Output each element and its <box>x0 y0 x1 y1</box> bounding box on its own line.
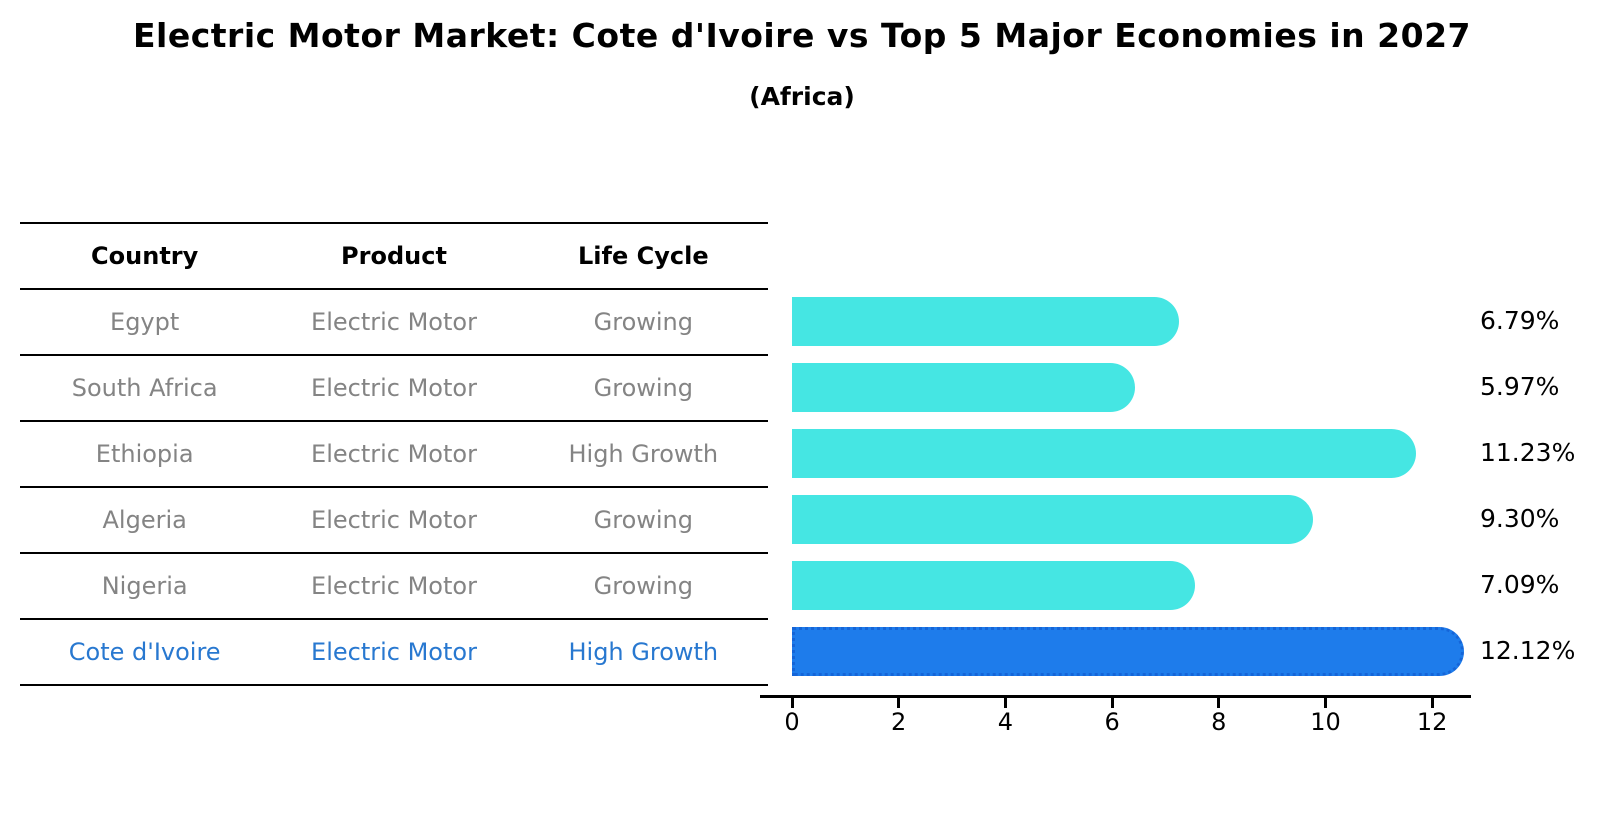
chart-title: Electric Motor Market: Cote d'Ivoire vs … <box>132 16 1472 55</box>
table-row-egypt: Egypt Electric Motor Growing <box>20 290 768 356</box>
cell-product: Electric Motor <box>311 440 477 468</box>
x-axis-tick <box>1430 698 1434 708</box>
bar-nigeria <box>792 560 1196 610</box>
bar-row <box>792 618 1464 684</box>
bar-value-label: 5.97% <box>1480 372 1560 401</box>
x-axis-tick <box>897 698 901 708</box>
x-axis-tick <box>1217 698 1221 708</box>
bar-chart <box>792 288 1464 684</box>
table-row-ethiopia: Ethiopia Electric Motor High Growth <box>20 422 768 488</box>
cell-country: South Africa <box>71 374 218 402</box>
value-labels: 6.79% 5.97% 11.23% 9.30% 7.09% 12.12% <box>1480 288 1575 684</box>
column-header-life-cycle: Life Cycle <box>578 242 709 270</box>
x-axis-tick-label: 6 <box>1104 708 1120 736</box>
bar-value-label: 12.12% <box>1480 636 1576 665</box>
cell-product: Electric Motor <box>311 638 477 666</box>
cell-life-cycle: Growing <box>593 506 693 534</box>
x-axis-tick-label: 12 <box>1416 708 1448 736</box>
cell-country: Egypt <box>110 308 180 336</box>
x-axis-tick-label: 4 <box>997 708 1014 736</box>
bar-egypt <box>792 296 1180 346</box>
bar-row <box>792 288 1464 354</box>
table-row-south-africa: South Africa Electric Motor Growing <box>20 356 768 422</box>
x-axis-line <box>760 695 1471 698</box>
bar-south-africa <box>792 362 1136 412</box>
chart-subtitle: (Africa) <box>749 82 855 111</box>
table-row-cote-d-ivoire: Cote d'Ivoire Electric Motor High Growth <box>20 620 768 686</box>
bar-algeria <box>792 494 1314 544</box>
cell-life-cycle: High Growth <box>568 440 719 468</box>
bar-row <box>792 354 1464 420</box>
cell-product: Electric Motor <box>311 308 477 336</box>
x-axis-tick <box>1324 698 1327 708</box>
column-header-product: Product <box>341 242 447 270</box>
x-axis-tick <box>1110 698 1114 708</box>
bar-row <box>792 552 1464 618</box>
bar-cote-d-ivoire <box>792 626 1464 676</box>
cell-life-cycle: High Growth <box>568 638 719 666</box>
bar-value-label: 9.30% <box>1480 504 1560 533</box>
x-axis-tick-label: 0 <box>784 708 800 736</box>
x-axis-tick-label: 10 <box>1310 708 1341 736</box>
bar-value-label: 11.23% <box>1480 438 1576 467</box>
cell-life-cycle: Growing <box>593 374 693 402</box>
x-axis-tick-label: 2 <box>891 708 907 736</box>
bar-ethiopia <box>792 428 1417 478</box>
cell-product: Electric Motor <box>311 506 477 534</box>
table-header-row: Country Product Life Cycle <box>20 224 768 290</box>
bar-value-label: 7.09% <box>1480 570 1560 599</box>
table-row-algeria: Algeria Electric Motor Growing <box>20 488 768 554</box>
cell-life-cycle: Growing <box>593 308 693 336</box>
cell-country: Algeria <box>102 506 187 534</box>
cell-country: Ethiopia <box>95 440 194 468</box>
x-axis-tick-label: 8 <box>1211 708 1227 736</box>
cell-country: Cote d'Ivoire <box>68 638 221 666</box>
cell-product: Electric Motor <box>311 374 477 402</box>
cell-country: Nigeria <box>101 572 188 600</box>
cell-life-cycle: Growing <box>593 572 693 600</box>
x-axis-tick <box>1003 698 1007 708</box>
table-body: Egypt Electric Motor Growing South Africa El… <box>20 290 768 686</box>
bar-value-label: 6.79% <box>1480 306 1560 335</box>
bar-row <box>792 420 1464 486</box>
cell-product: Electric Motor <box>311 572 477 600</box>
country-table: Country Product Life Cycle Egypt Electric… <box>20 222 768 686</box>
table-row-nigeria: Nigeria Electric Motor Growing <box>20 554 768 620</box>
x-axis-tick <box>790 698 794 708</box>
column-header-country: Country <box>91 242 199 270</box>
bar-row <box>792 486 1464 552</box>
